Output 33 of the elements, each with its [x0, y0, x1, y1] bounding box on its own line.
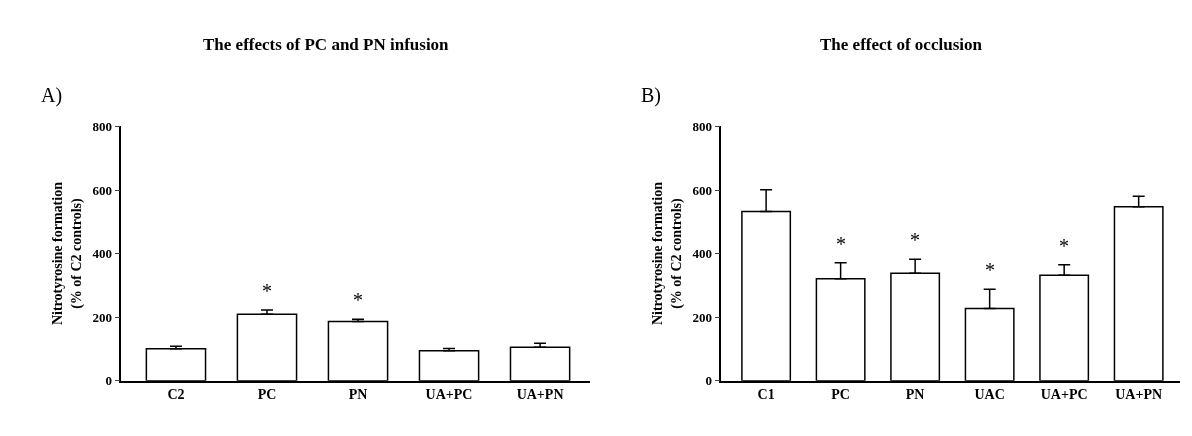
y-axis-title: Nitrotyrosine formation (% of C2 controls): [50, 181, 85, 326]
x-tick-label: UA+PN: [1115, 387, 1163, 403]
data-label: *: [836, 233, 846, 255]
x-tick-label: UA+PC: [425, 387, 473, 403]
y-tick-label: 0: [105, 373, 112, 389]
data-label: *: [262, 280, 272, 302]
chart-title: The effect of occlusion: [820, 35, 983, 54]
x-tick-label: UA+PN: [516, 387, 564, 403]
x-tick-label: C1: [757, 387, 775, 403]
x-tick-label: UAC: [974, 387, 1005, 403]
text: A): [41, 84, 63, 107]
x-tick-label: PC: [831, 387, 850, 403]
y-axis-title: Nitrotyrosine formation (% of C2 controls): [650, 181, 685, 326]
y-tick-label: 200: [92, 309, 112, 325]
x-tick-label: PN: [348, 387, 368, 403]
x-tick-label: UA+PC: [1040, 387, 1088, 403]
data-label: *: [1059, 235, 1069, 257]
y-tick-label: 200: [692, 309, 713, 325]
chart-title: The effects of PC and PN infusion: [203, 35, 450, 54]
y-tick-label: 400: [92, 246, 112, 262]
data-label: *: [910, 229, 920, 251]
x-tick-label: PC: [257, 387, 277, 403]
y-tick-label: 600: [692, 182, 713, 198]
data-label: *: [985, 259, 995, 281]
y-tick-label: 600: [92, 182, 112, 198]
text: B): [641, 84, 661, 107]
x-tick-label: PN: [905, 387, 925, 403]
y-tick-label: 0: [705, 373, 713, 389]
x-tick-label: C2: [167, 387, 185, 403]
y-tick-label: 800: [692, 119, 713, 135]
data-label: *: [353, 289, 363, 311]
y-tick-label: 800: [92, 119, 112, 135]
y-tick-label: 400: [692, 246, 713, 262]
